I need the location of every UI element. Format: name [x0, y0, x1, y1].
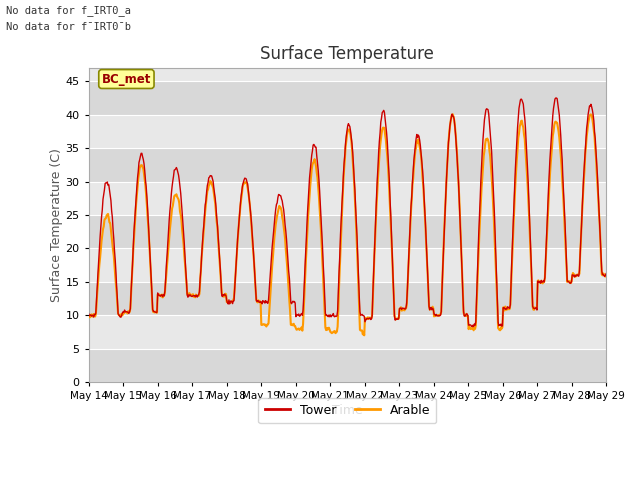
Text: No data for f¯IRT0¯b: No data for f¯IRT0¯b: [6, 22, 131, 32]
Bar: [88, 249, 606, 282]
Bar: [88, 349, 606, 382]
Bar: [88, 148, 606, 181]
Bar: [88, 282, 606, 315]
Y-axis label: Surface Temperature (C): Surface Temperature (C): [50, 148, 63, 302]
X-axis label: Time: Time: [332, 404, 363, 417]
Text: BC_met: BC_met: [102, 72, 151, 85]
Bar: [88, 81, 606, 115]
Title: Surface Temperature: Surface Temperature: [260, 46, 435, 63]
Bar: [88, 315, 606, 349]
Bar: [88, 181, 606, 215]
Bar: [88, 215, 606, 249]
Bar: [88, 115, 606, 148]
Text: No data for f_IRT0_a: No data for f_IRT0_a: [6, 5, 131, 16]
Legend: Tower, Arable: Tower, Arable: [259, 397, 436, 423]
